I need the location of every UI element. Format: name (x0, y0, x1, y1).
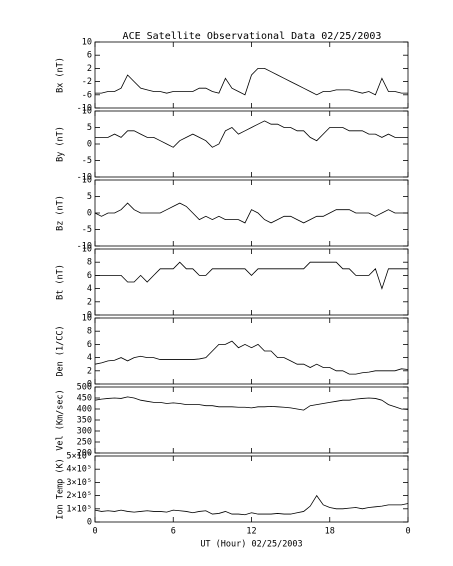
data-line (94, 340, 409, 375)
y-tick-label: 5 (87, 123, 92, 133)
y-tick-label: 2×10⁵ (66, 491, 92, 501)
y-tick-label: 6 (87, 51, 92, 61)
y-tick-label: 6 (87, 340, 92, 350)
y-tick-label: 0 (87, 209, 92, 219)
y-tick-label: 2 (87, 366, 92, 376)
data-line (95, 120, 408, 148)
y-tick-label: 250 (77, 438, 92, 448)
panel-frame (94, 110, 409, 178)
data-line (95, 68, 408, 96)
x-tick-label: 18 (325, 527, 335, 537)
y-axis-label: By (nT) (56, 126, 66, 162)
y-axis-label: Ion Temp (K) (56, 458, 66, 519)
panel-frame (94, 248, 409, 316)
y-tick-label: 0 (87, 380, 92, 390)
y-tick-label: 1×10⁵ (66, 504, 92, 514)
y-tick-label: 10 (82, 245, 92, 255)
y-axis-label: Den (1/CC) (56, 325, 66, 376)
data-line (95, 261, 408, 290)
y-tick-label: 10 (82, 314, 92, 324)
y-tick-label: 400 (77, 405, 92, 415)
y-tick-label: -10 (77, 104, 92, 114)
panel-frame (94, 317, 409, 385)
y-tick-label: 3×10⁵ (66, 478, 92, 488)
y-tick-label: 350 (77, 416, 92, 426)
y-tick-label: -5 (82, 156, 92, 166)
y-axis-label: Bz (nT) (56, 195, 66, 231)
y-tick-label: 10 (82, 38, 92, 48)
y-tick-label: 200 (77, 449, 92, 459)
y-tick-label: -10 (77, 173, 92, 183)
y-axis-label: Bx (nT) (56, 57, 66, 93)
y-tick-label: 4 (87, 353, 92, 363)
x-tick-label: 12 (246, 527, 256, 537)
y-tick-label: 4×10⁵ (66, 465, 92, 475)
y-tick-label: 2 (87, 297, 92, 307)
panel-frame (94, 386, 409, 454)
y-tick-label: 300 (77, 427, 92, 437)
panel-frame (94, 455, 409, 523)
y-tick-label: 2 (87, 64, 92, 74)
data-line (94, 202, 408, 224)
y-tick-label: 5 (87, 192, 92, 202)
y-tick-label: 6 (87, 271, 92, 281)
y-tick-label: -2 (82, 77, 92, 87)
x-tick-label: 0 (405, 527, 410, 537)
y-tick-label: 5×10⁵ (66, 452, 92, 462)
y-tick-label: 0 (87, 311, 92, 321)
y-tick-label: 0 (87, 140, 92, 150)
y-tick-label: 500 (77, 383, 92, 393)
x-axis-label: UT (Hour) 02/25/2003 (200, 540, 302, 550)
y-axis-label: Vel (Km/sec) (56, 389, 66, 450)
y-tick-label: 0 (87, 518, 92, 528)
y-tick-label: -6 (82, 90, 92, 100)
y-tick-label: 8 (87, 327, 92, 337)
x-tick-label: 0 (92, 527, 97, 537)
y-tick-label: 10 (82, 107, 92, 117)
y-tick-label: 8 (87, 258, 92, 268)
y-tick-label: -10 (77, 242, 92, 252)
data-line (94, 494, 409, 516)
y-tick-label: -5 (82, 225, 92, 235)
y-tick-label: 450 (77, 394, 92, 404)
data-line (94, 396, 409, 411)
y-axis-label: Bt (nT) (56, 264, 66, 300)
y-tick-label: 10 (82, 176, 92, 186)
x-tick-label: 6 (171, 527, 176, 537)
y-tick-label: 4 (87, 284, 92, 294)
chart-title: ACE Satellite Observational Data 02/25/2… (123, 31, 382, 42)
